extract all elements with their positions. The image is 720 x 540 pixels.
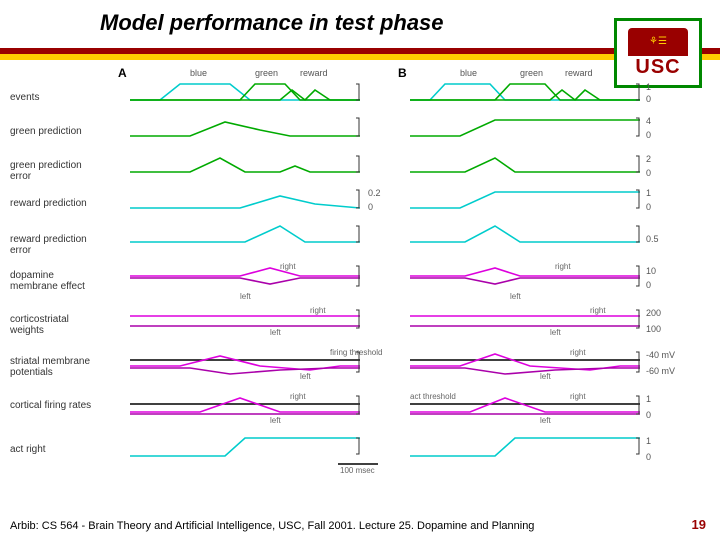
row-label: reward prediction — [10, 198, 100, 209]
trace-rpe-a — [130, 222, 360, 248]
scale: 0.2 — [368, 188, 381, 198]
trace-gp-a — [130, 114, 360, 142]
panel-a-label: A — [118, 66, 127, 80]
scale: 0 — [646, 130, 651, 140]
trace-dop-a — [130, 262, 360, 292]
row-label: reward prediction error — [10, 234, 100, 256]
sublabel: left — [510, 292, 521, 301]
logo-icon: ⚘☰ — [628, 28, 688, 56]
scale: 1 — [646, 436, 651, 446]
trace-dop-b — [410, 262, 640, 292]
trace-act-a — [130, 434, 360, 460]
scale: 200 — [646, 308, 661, 318]
row-label: green prediction error — [10, 160, 100, 182]
row-label: events — [10, 92, 100, 103]
row-label: corticostriatal weights — [10, 314, 100, 336]
slide-number: 19 — [692, 517, 706, 532]
sublabel: left — [240, 292, 251, 301]
trace-gp-b — [410, 114, 640, 142]
chart-area: A B blue green reward blue green reward … — [10, 66, 710, 506]
trace-rp-a — [130, 186, 360, 214]
panel-b-label: B — [398, 66, 407, 80]
scale: 0 — [646, 168, 651, 178]
legend-green-b: green — [520, 68, 543, 78]
legend-blue-b: blue — [460, 68, 477, 78]
row-label: dopamine membrane effect — [10, 270, 100, 292]
time-scale-label: 100 msec — [340, 466, 375, 475]
row-label: cortical firing rates — [10, 400, 100, 411]
trace-events-b — [410, 80, 640, 106]
scale: 0 — [646, 202, 651, 212]
time-scale-bar — [338, 462, 378, 466]
trace-rpe-b — [410, 222, 640, 248]
scale: 0 — [646, 410, 651, 420]
header-bars — [0, 48, 720, 60]
scale: 0 — [646, 280, 651, 290]
trace-gpe-b — [410, 152, 640, 178]
scale: -40 mV — [646, 350, 675, 360]
legend-blue-a: blue — [190, 68, 207, 78]
scale: 0 — [368, 202, 373, 212]
scale: -60 mV — [646, 366, 675, 376]
scale: 1 — [646, 394, 651, 404]
trace-cf-a — [130, 392, 360, 420]
trace-act-b — [410, 434, 640, 460]
scale: 100 — [646, 324, 661, 334]
trace-events-a — [130, 80, 360, 106]
trace-cf-b — [410, 392, 640, 420]
trace-cort-b — [410, 306, 640, 334]
scale: 4 — [646, 116, 651, 126]
yellow-bar — [0, 54, 720, 60]
scale: 1 — [646, 188, 651, 198]
legend-green-a: green — [255, 68, 278, 78]
scale: 1 — [646, 82, 651, 92]
row-label: green prediction — [10, 126, 100, 137]
scale: 0 — [646, 452, 651, 462]
row-label: striatal membrane potentials — [10, 356, 100, 378]
trace-cort-a — [130, 306, 360, 334]
scale: 10 — [646, 266, 656, 276]
scale: 0.5 — [646, 234, 659, 244]
trace-str-a — [130, 348, 360, 378]
trace-gpe-a — [130, 152, 360, 178]
slide-title: Model performance in test phase — [100, 10, 444, 36]
scale: 2 — [646, 154, 651, 164]
trace-str-b — [410, 348, 640, 378]
legend-reward-a: reward — [300, 68, 328, 78]
row-label: act right — [10, 444, 100, 455]
legend-reward-b: reward — [565, 68, 593, 78]
scale: 0 — [646, 94, 651, 104]
footer-text: Arbib: CS 564 - Brain Theory and Artific… — [10, 520, 534, 532]
trace-rp-b — [410, 186, 640, 214]
